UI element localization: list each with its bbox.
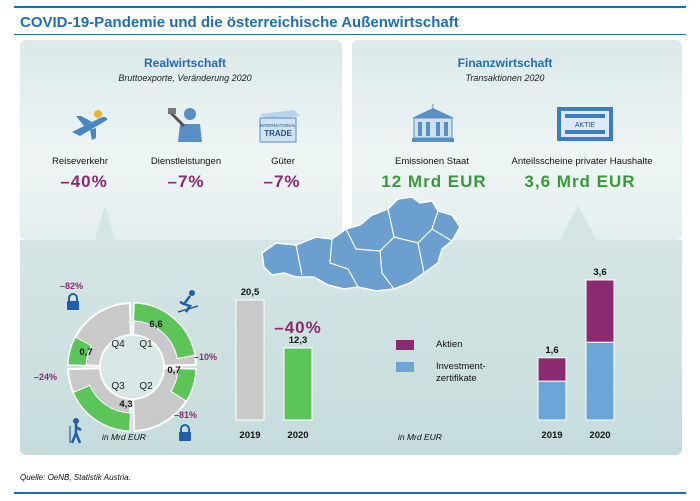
legend-investment-label-2: zertifikate [436, 373, 477, 384]
q3-change: –81% [174, 410, 198, 420]
government-building-icon [412, 104, 454, 142]
dienstleistungen-change: –7% [167, 172, 205, 191]
plane-icon [72, 110, 108, 140]
gueter-label: Güter [271, 156, 295, 167]
finance-bar-total-label: 1,6 [545, 345, 558, 356]
donut-value-segment-q3 [72, 384, 131, 432]
donut-value-label: 6,6 [149, 319, 162, 330]
title-rule [14, 34, 686, 35]
donut-quarter-label: Q4 [111, 339, 125, 350]
travel-bar-2020 [283, 347, 313, 421]
reiseverkehr-label: Reiseverkehr [52, 156, 108, 167]
donut-unit-label: in Mrd EUR [102, 432, 146, 442]
donut-value-segment-q2 [170, 368, 197, 402]
finance-bar-segment-2020 [585, 341, 615, 421]
donut-value-segment-q1 [133, 302, 196, 360]
lock-icon [179, 424, 191, 441]
emissionen-label: Emissionen Staat [395, 156, 469, 167]
q2-change: –10% [194, 352, 218, 362]
finance-bar-segment-2020 [585, 279, 615, 343]
top-rule [14, 6, 686, 8]
donut-quarter-label: Q3 [111, 381, 125, 392]
reiseverkehr-change: –40% [60, 172, 108, 191]
emissionen-value: 12 Mrd EUR [381, 172, 487, 191]
legend-swatch-investment [396, 362, 414, 372]
travel-change-label: –40% [274, 318, 322, 337]
svg-text:AKTIE: AKTIE [575, 122, 596, 129]
donut-value-label: 0,7 [79, 347, 92, 358]
svg-text:TRADE: TRADE [264, 129, 292, 138]
anteilsscheine-label: Anteilsscheine privater Haushalte [511, 156, 653, 167]
donut-value-label: 0,7 [167, 365, 180, 376]
donut-center [101, 336, 163, 398]
legend-aktien-label: Aktien [436, 339, 463, 350]
real-subtitle: Bruttoexporte, Veränderung 2020 [118, 73, 252, 83]
travel-bar-value-label: 12,3 [289, 335, 308, 346]
donut-value-segment-q4 [67, 336, 92, 366]
travel-bar-category-label: 2020 [287, 430, 308, 441]
travel-bar-category-label: 2019 [239, 430, 260, 441]
lock-icon [67, 293, 79, 310]
finance-bar-segment-2019 [537, 357, 567, 382]
finance-unit-label: in Mrd EUR [398, 432, 442, 442]
donut-value-label: 4,3 [119, 399, 132, 410]
gueter-change: –7% [263, 172, 301, 191]
travel-bar-2019 [235, 299, 265, 421]
finance-bar-segment-2019 [537, 380, 567, 421]
skier-icon [177, 290, 199, 313]
finance-stacked-bar-chart: 1,6 2019 3,6 2020 [537, 267, 615, 441]
legend-investment-label: Investment- [436, 361, 486, 372]
real-title: Realwirtschaft [143, 56, 227, 70]
page-title: COVID-19-Pandemie und die österreichisch… [20, 14, 459, 31]
quarterly-donut-chart: Q1 Q2 Q3 Q4 6,6 0,7 4,3 0,7 [67, 302, 197, 432]
hiker-icon [69, 418, 82, 444]
finance-title: Finanzwirtschaft [457, 56, 553, 70]
donut-quarter-label: Q1 [139, 339, 153, 350]
finance-bar-category-label: 2019 [541, 430, 562, 441]
donut-quarter-label: Q2 [139, 381, 153, 392]
finance-bar-total-label: 3,6 [593, 267, 606, 278]
travel-bar-value-label: 20,5 [241, 287, 260, 298]
bottom-rule [14, 492, 686, 494]
trade-box-icon: INTERNATIONAL TRADE [259, 110, 300, 143]
q4-change: –24% [34, 372, 58, 382]
travel-bar-chart: 20,5 2019 12,3 2020 [235, 287, 313, 441]
legend-swatch-aktien [396, 340, 414, 350]
source-note: Quelle: OeNB, Statistik Austria. [20, 473, 131, 482]
worker-icon [168, 108, 202, 142]
finance-bar-category-label: 2020 [589, 430, 610, 441]
austria-map [261, 196, 461, 292]
stock-certificate-icon: AKTIE [557, 107, 613, 141]
anteilsscheine-value: 3,6 Mrd EUR [524, 172, 636, 191]
dienstleistungen-label: Dienstleistungen [150, 156, 222, 167]
svg-text:INTERNATIONAL: INTERNATIONAL [260, 123, 296, 128]
q4-top-change: –82% [60, 281, 84, 291]
finance-subtitle: Transaktionen 2020 [465, 73, 545, 83]
